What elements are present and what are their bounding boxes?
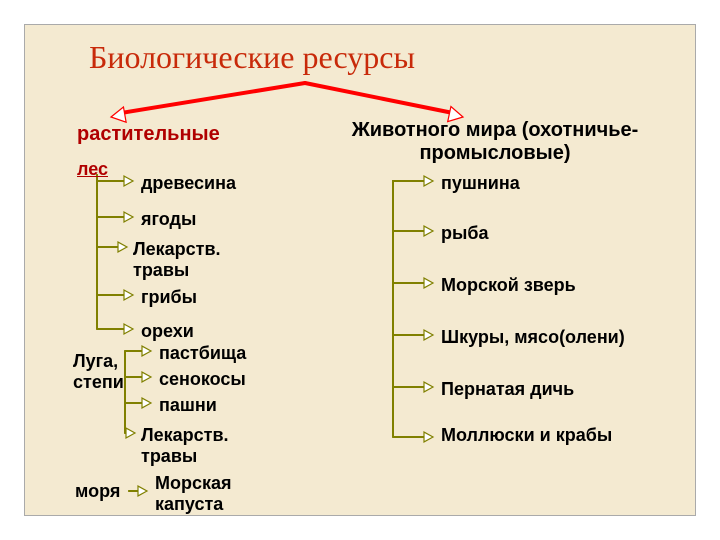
right-item: пушнина bbox=[441, 173, 520, 194]
left-item: грибы bbox=[141, 287, 197, 308]
right-item: Шкуры, мясо(олени) bbox=[441, 327, 625, 348]
slide-panel: Биологические ресурсы растительные Живот… bbox=[24, 24, 696, 516]
left-item: пашни bbox=[159, 395, 217, 416]
left-item: Лекарств. травы bbox=[133, 239, 253, 280]
right-heading: Животного мира (охотничье-промысловые) bbox=[325, 119, 665, 165]
left-heading: растительные bbox=[77, 123, 220, 146]
slide-title: Биологические ресурсы bbox=[89, 39, 415, 76]
left-item: древесина bbox=[141, 173, 236, 194]
left-item: Морская капуста bbox=[155, 473, 275, 514]
left-item: ягоды bbox=[141, 209, 196, 230]
right-item: Пернатая дичь bbox=[441, 379, 574, 400]
group-label: Луга, степи bbox=[73, 351, 153, 392]
group-label: моря bbox=[75, 481, 155, 502]
slide: Биологические ресурсы растительные Живот… bbox=[0, 0, 720, 540]
right-item: Моллюски и крабы bbox=[441, 425, 621, 446]
left-item: орехи bbox=[141, 321, 194, 342]
right-item: Морской зверь bbox=[441, 275, 576, 296]
left-item: сенокосы bbox=[159, 369, 246, 390]
left-item: пастбища bbox=[159, 343, 246, 364]
left-item: Лекарств. травы bbox=[141, 425, 261, 466]
right-item: рыба bbox=[441, 223, 489, 244]
